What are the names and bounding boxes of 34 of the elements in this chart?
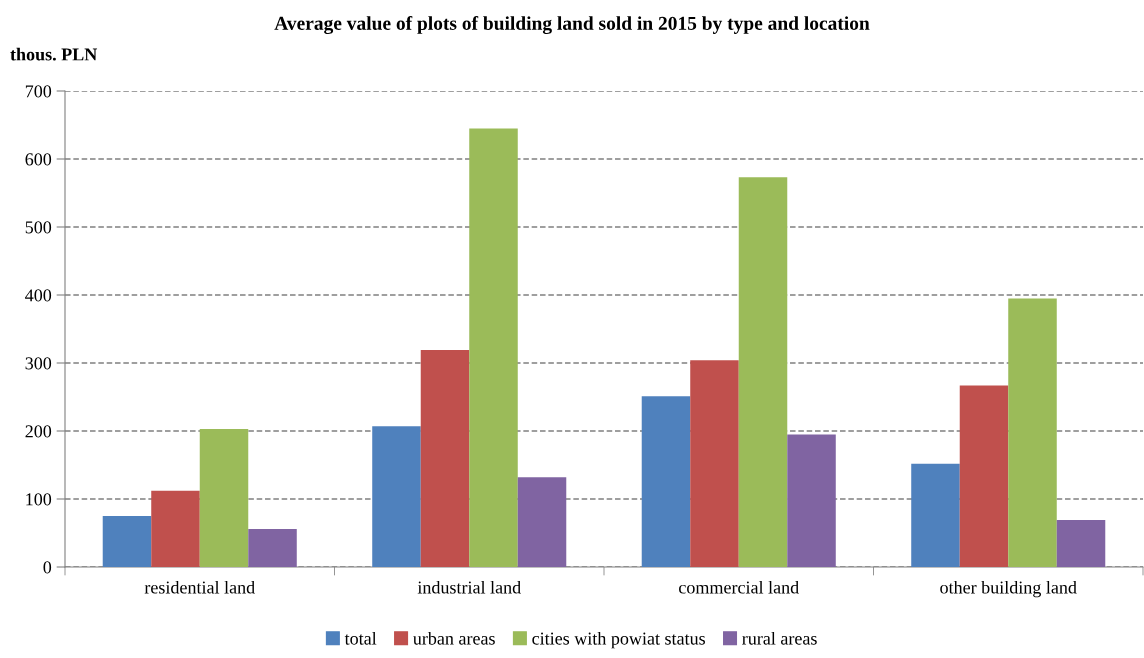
chart-title: Average value of plots of building land sold in 2015 by type and location: [274, 16, 870, 34]
bar: [151, 490, 200, 567]
bar: [787, 434, 836, 567]
legend-label: total: [344, 631, 377, 645]
bar: [641, 396, 691, 567]
legend-label: urban areas: [413, 631, 495, 645]
bar: [372, 426, 421, 567]
bar: [248, 528, 297, 567]
y-tick-label: 100: [26, 493, 52, 506]
bar: [469, 128, 518, 567]
bar: [959, 385, 1009, 567]
bar: [1056, 520, 1106, 567]
x-tick-label: other building land: [940, 580, 1077, 598]
y-tick-label: 500: [25, 221, 52, 234]
legend-label: cities with powiat status: [532, 631, 705, 649]
bar: [690, 360, 739, 567]
x-tick-label: industrial land: [417, 580, 521, 594]
bar: [199, 428, 249, 567]
x-tick-label: commercial land: [679, 580, 799, 594]
y-tick-label: 200: [25, 425, 52, 438]
y-tick-label: 700: [25, 85, 52, 98]
bar: [1008, 298, 1057, 567]
y-axis-title: thous. PLN: [10, 47, 98, 61]
legend-label: rural areas: [742, 631, 817, 645]
bar: [911, 463, 960, 567]
bar: [517, 477, 567, 567]
bar: [738, 177, 788, 567]
y-tick-label: 400: [25, 289, 52, 302]
y-tick-label: 0: [43, 561, 52, 574]
bar: [102, 516, 152, 567]
y-tick-label: 300: [25, 357, 52, 370]
bar: [420, 350, 470, 567]
x-tick-label: residential land: [144, 580, 255, 594]
y-tick-label: 600: [25, 153, 52, 166]
